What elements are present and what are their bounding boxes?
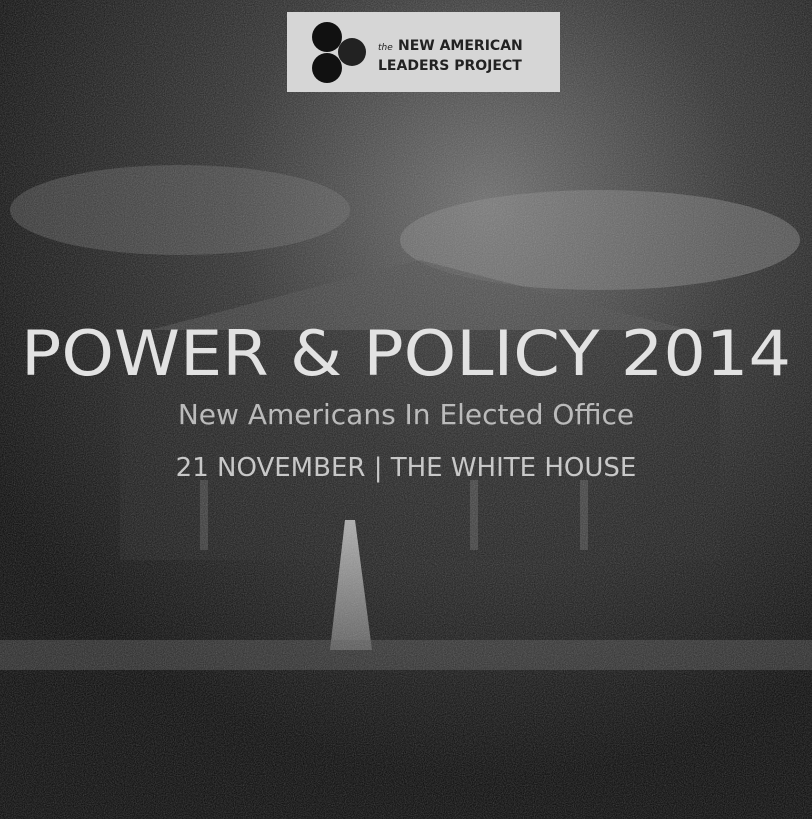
logo-dot xyxy=(312,53,342,83)
subtitle: New Americans In Elected Office xyxy=(178,398,634,431)
logo-line: LEADERS PROJECT xyxy=(378,58,522,74)
logo-dot xyxy=(338,38,366,66)
page: the NEW AMERICAN LEADERS PROJECT POWER &… xyxy=(0,0,812,819)
logo-line: NEW AMERICAN xyxy=(398,38,523,54)
event-line: 21 NOVEMBER | THE WHITE HOUSE xyxy=(176,453,637,483)
logo-dot xyxy=(312,22,342,52)
logo-prefix: the xyxy=(378,43,393,53)
title: POWER & POLICY 2014 xyxy=(21,317,791,390)
poster: the NEW AMERICAN LEADERS PROJECT POWER &… xyxy=(0,0,812,819)
logo: the NEW AMERICAN LEADERS PROJECT xyxy=(287,12,560,92)
